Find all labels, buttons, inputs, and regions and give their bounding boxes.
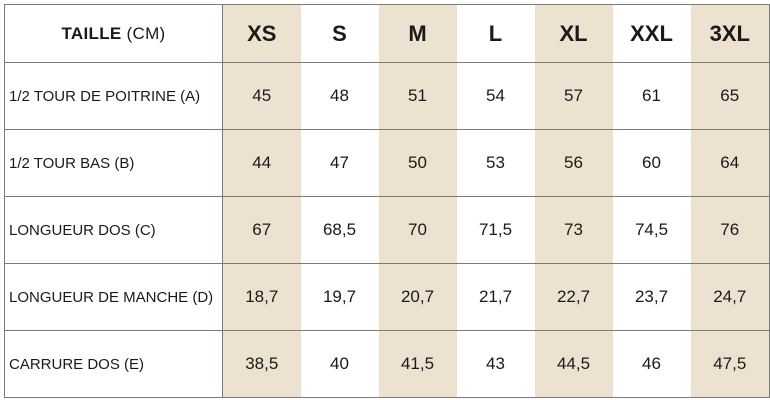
value-cell: 61 — [612, 62, 691, 130]
value-cell: 24,7 — [690, 263, 770, 331]
size-header-xs: XS — [222, 4, 301, 63]
size-header-3xl: 3XL — [690, 4, 770, 63]
value-cell: 64 — [690, 129, 770, 197]
value-cell: 20,7 — [378, 263, 457, 331]
value-cell: 70 — [378, 196, 457, 264]
table-row: 1/2 TOUR BAS (B) 44 47 50 53 56 60 64 — [4, 129, 770, 197]
row-label: CARRURE DOS (E) — [4, 330, 223, 398]
value-cell: 71,5 — [456, 196, 535, 264]
table-row: LONGUEUR DOS (C) 67 68,5 70 71,5 73 74,5… — [4, 196, 770, 264]
size-column-header: TAILLE (CM) — [4, 4, 223, 63]
value-cell: 65 — [690, 62, 770, 130]
size-header-m: M — [378, 4, 457, 63]
row-label: LONGUEUR DE MANCHE (D) — [4, 263, 223, 331]
value-cell: 73 — [534, 196, 613, 264]
size-header-s: S — [300, 4, 379, 63]
value-cell: 60 — [612, 129, 691, 197]
value-cell: 57 — [534, 62, 613, 130]
value-cell: 68,5 — [300, 196, 379, 264]
size-header-xl: XL — [534, 4, 613, 63]
value-cell: 53 — [456, 129, 535, 197]
value-cell: 50 — [378, 129, 457, 197]
value-cell: 44,5 — [534, 330, 613, 398]
size-chart-table: TAILLE (CM) XS S M L XL XXL 3XL 1/2 TOUR… — [4, 4, 770, 398]
row-label: LONGUEUR DOS (C) — [4, 196, 223, 264]
value-cell: 46 — [612, 330, 691, 398]
table-row: LONGUEUR DE MANCHE (D) 18,7 19,7 20,7 21… — [4, 263, 770, 331]
value-cell: 23,7 — [612, 263, 691, 331]
value-cell: 38,5 — [222, 330, 301, 398]
value-cell: 21,7 — [456, 263, 535, 331]
value-cell: 45 — [222, 62, 301, 130]
size-header-xxl: XXL — [612, 4, 691, 63]
value-cell: 43 — [456, 330, 535, 398]
size-header-l: L — [456, 4, 535, 63]
value-cell: 40 — [300, 330, 379, 398]
header-row: TAILLE (CM) XS S M L XL XXL 3XL — [4, 4, 770, 63]
value-cell: 48 — [300, 62, 379, 130]
row-label: 1/2 TOUR BAS (B) — [4, 129, 223, 197]
value-cell: 47,5 — [690, 330, 770, 398]
value-cell: 51 — [378, 62, 457, 130]
value-cell: 18,7 — [222, 263, 301, 331]
value-cell: 54 — [456, 62, 535, 130]
table-row: 1/2 TOUR DE POITRINE (A) 45 48 51 54 57 … — [4, 62, 770, 130]
value-cell: 74,5 — [612, 196, 691, 264]
header-label: TAILLE — [61, 23, 122, 43]
value-cell: 41,5 — [378, 330, 457, 398]
value-cell: 19,7 — [300, 263, 379, 331]
value-cell: 67 — [222, 196, 301, 264]
value-cell: 76 — [690, 196, 770, 264]
value-cell: 22,7 — [534, 263, 613, 331]
row-label: 1/2 TOUR DE POITRINE (A) — [4, 62, 223, 130]
table-row: CARRURE DOS (E) 38,5 40 41,5 43 44,5 46 … — [4, 330, 770, 398]
value-cell: 47 — [300, 129, 379, 197]
value-cell: 44 — [222, 129, 301, 197]
header-unit: (CM) — [126, 23, 166, 43]
value-cell: 56 — [534, 129, 613, 197]
